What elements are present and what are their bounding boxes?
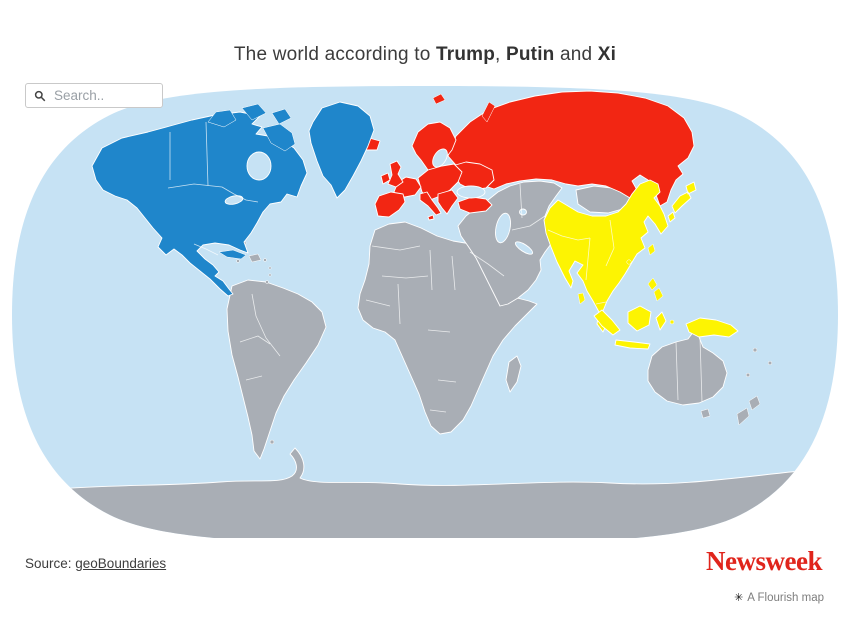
- region-pacific-islands-3[interactable]: [745, 372, 751, 378]
- group-putin: [358, 90, 695, 221]
- region-new-guinea[interactable]: [685, 317, 739, 338]
- region-russia[interactable]: [447, 90, 695, 207]
- region-madagascar[interactable]: [505, 355, 522, 393]
- region-trinidad[interactable]: [265, 280, 269, 284]
- black-sea: [456, 185, 486, 199]
- source-prefix: Source:: [25, 556, 76, 571]
- region-svalbard[interactable]: [432, 93, 446, 105]
- region-moluccas[interactable]: [669, 319, 675, 325]
- persian-gulf: [514, 241, 534, 255]
- region-lesser-antilles-2[interactable]: [268, 273, 272, 277]
- region-puerto-rico[interactable]: [263, 258, 267, 262]
- region-novaya-zemlya[interactable]: [481, 101, 496, 123]
- world-map: [0, 86, 850, 550]
- source-credit: Source: geoBoundaries: [25, 556, 166, 571]
- flourish-icon: ✳: [734, 591, 744, 604]
- region-italy[interactable]: [419, 191, 442, 221]
- region-china-india-sea[interactable]: [543, 179, 669, 333]
- search-icon: [34, 90, 46, 101]
- country-borders-overlay: [167, 121, 703, 413]
- region-canadian-arctic-islands[interactable]: [207, 103, 296, 152]
- region-south-america[interactable]: [226, 279, 327, 460]
- region-balkans[interactable]: [437, 189, 459, 215]
- group-xi: [543, 179, 739, 350]
- region-united-kingdom[interactable]: [387, 160, 404, 188]
- region-tasmania[interactable]: [700, 408, 711, 419]
- region-jamaica[interactable]: [236, 259, 240, 263]
- map-search-box: [25, 83, 163, 108]
- region-indonesia[interactable]: [593, 305, 667, 350]
- region-philippines[interactable]: [647, 277, 664, 302]
- region-antarctica[interactable]: [0, 447, 850, 550]
- search-input[interactable]: [52, 87, 154, 104]
- region-iberia[interactable]: [374, 191, 406, 218]
- group-neutral: [0, 180, 850, 550]
- region-caribbean-islands[interactable]: [248, 253, 262, 263]
- newsweek-logo: Newsweek: [706, 546, 822, 576]
- region-lesser-antilles[interactable]: [268, 266, 272, 270]
- region-cuba[interactable]: [218, 249, 247, 260]
- region-taiwan[interactable]: [647, 243, 656, 256]
- region-pacific-islands[interactable]: [752, 347, 758, 353]
- baltic-sea: [432, 148, 448, 168]
- page-title: The world according to Trump, Putin and …: [233, 44, 617, 65]
- inland-seas: [224, 148, 534, 255]
- region-new-zealand[interactable]: [736, 395, 761, 426]
- region-middle-east-central-asia[interactable]: [457, 180, 563, 307]
- region-ireland[interactable]: [380, 172, 391, 185]
- caspian-sea: [495, 212, 511, 244]
- region-pacific-islands-2[interactable]: [767, 360, 773, 366]
- hudson-bay: [246, 151, 272, 181]
- aral-sea: [519, 208, 527, 216]
- flourish-credit[interactable]: ✳ A Flourish map: [734, 592, 824, 604]
- region-hainan[interactable]: [626, 259, 632, 265]
- region-greenland[interactable]: [308, 101, 375, 199]
- region-sri-lanka[interactable]: [577, 292, 586, 305]
- region-falklands[interactable]: [269, 439, 275, 445]
- source-link[interactable]: geoBoundaries: [75, 556, 167, 571]
- region-japan[interactable]: [667, 181, 697, 223]
- flourish-label: A Flourish map: [747, 592, 824, 604]
